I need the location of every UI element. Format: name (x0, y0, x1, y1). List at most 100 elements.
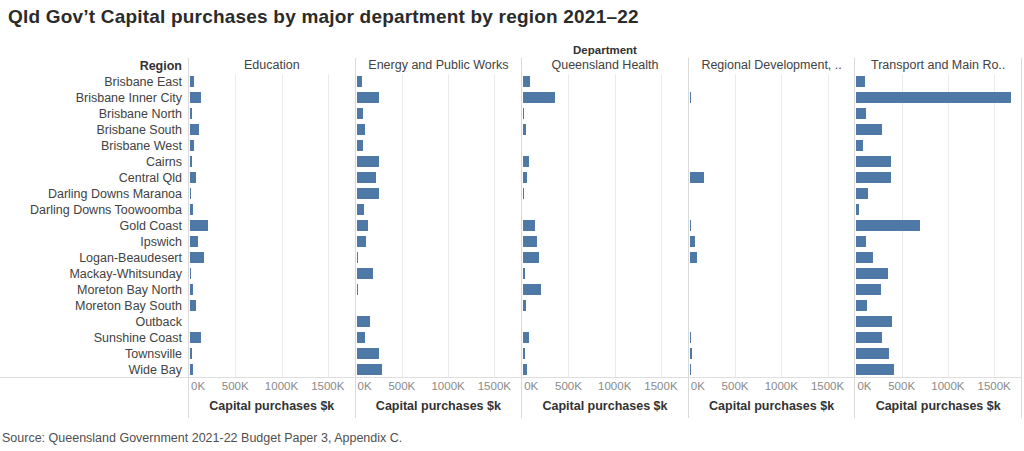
bar-transport-and-main-ro-brisbane-north[interactable] (856, 108, 866, 119)
bar-queensland-health-moreton-bay-north[interactable] (523, 284, 541, 295)
bar-education-ipswich[interactable] (190, 236, 198, 247)
bar-queensland-health-sunshine-coast[interactable] (523, 332, 529, 343)
panel-regional-development (688, 74, 855, 377)
region-label-brisbane-east: Brisbane East (0, 74, 188, 90)
bar-energy-and-public-works-brisbane-west[interactable] (357, 140, 364, 151)
bar-energy-and-public-works-townsville[interactable] (357, 348, 379, 359)
tick-label: 0K (191, 380, 205, 392)
bar-education-wide-bay[interactable] (190, 364, 193, 375)
region-label-logan-beaudesert: Logan-Beaudesert (0, 250, 188, 266)
bar-transport-and-main-ro-darling-downs-maranoa[interactable] (856, 188, 867, 199)
x-axis-label-energy-and-public-works: Capital purchases $k (355, 394, 522, 418)
bar-transport-and-main-ro-brisbane-south[interactable] (856, 124, 882, 135)
bar-transport-and-main-ro-cairns[interactable] (856, 156, 891, 167)
bar-regional-development-sunshine-coast[interactable] (690, 332, 691, 343)
bar-queensland-health-brisbane-east[interactable] (523, 76, 530, 87)
bar-energy-and-public-works-mackay-whitsunday[interactable] (357, 268, 374, 279)
region-label-brisbane-south: Brisbane South (0, 122, 188, 138)
bar-energy-and-public-works-outback[interactable] (357, 316, 371, 327)
bar-regional-development-ipswich[interactable] (690, 236, 695, 247)
bar-row-brisbane-south (855, 122, 1021, 138)
bar-transport-and-main-ro-mackay-whitsunday[interactable] (856, 268, 888, 279)
bar-row-central-qld (855, 170, 1021, 186)
bar-energy-and-public-works-central-qld[interactable] (357, 172, 376, 183)
bar-queensland-health-ipswich[interactable] (523, 236, 537, 247)
bar-regional-development-wide-bay[interactable] (690, 364, 692, 375)
bar-education-darling-downs-maranoa[interactable] (190, 188, 191, 199)
bar-row-moreton-bay-south (189, 298, 355, 314)
bar-row-darling-downs-toowoomba (189, 202, 355, 218)
bar-queensland-health-brisbane-south[interactable] (523, 124, 526, 135)
bar-education-townsville[interactable] (190, 348, 192, 359)
bar-energy-and-public-works-cairns[interactable] (357, 156, 379, 167)
bar-education-brisbane-inner-city[interactable] (190, 92, 201, 103)
bar-queensland-health-townsville[interactable] (523, 348, 525, 359)
bar-energy-and-public-works-ipswich[interactable] (357, 236, 366, 247)
bar-queensland-health-darling-downs-maranoa[interactable] (523, 188, 524, 199)
bar-row-cairns (356, 154, 522, 170)
bar-queensland-health-brisbane-inner-city[interactable] (523, 92, 555, 103)
plot-body: Brisbane EastBrisbane Inner CityBrisbane… (0, 74, 1022, 378)
bar-transport-and-main-ro-brisbane-inner-city[interactable] (856, 92, 1010, 103)
bar-transport-and-main-ro-gold-coast[interactable] (856, 220, 920, 231)
bar-education-brisbane-east[interactable] (190, 76, 194, 87)
bar-education-moreton-bay-south[interactable] (190, 300, 196, 311)
tick-label: 1000K (265, 380, 298, 392)
bar-queensland-health-brisbane-north[interactable] (523, 108, 524, 119)
bar-row-brisbane-east (189, 74, 355, 90)
bar-education-brisbane-north[interactable] (190, 108, 192, 119)
bar-education-cairns[interactable] (190, 156, 192, 167)
bar-queensland-health-cairns[interactable] (523, 156, 528, 167)
bar-queensland-health-central-qld[interactable] (523, 172, 527, 183)
bar-queensland-health-wide-bay[interactable] (523, 364, 527, 375)
bar-transport-and-main-ro-central-qld[interactable] (856, 172, 891, 183)
bar-regional-development-logan-beaudesert[interactable] (690, 252, 697, 263)
bar-education-brisbane-west[interactable] (190, 140, 194, 151)
bar-queensland-health-moreton-bay-south[interactable] (523, 300, 526, 311)
bar-transport-and-main-ro-brisbane-east[interactable] (856, 76, 864, 87)
bar-row-ipswich (522, 234, 688, 250)
bar-education-central-qld[interactable] (190, 172, 196, 183)
bar-row-moreton-bay-south (356, 298, 522, 314)
bar-queensland-health-gold-coast[interactable] (523, 220, 534, 231)
source-caption: Source: Queensland Government 2021-22 Bu… (2, 431, 402, 445)
bar-regional-development-brisbane-inner-city[interactable] (690, 92, 691, 103)
bar-education-darling-downs-toowoomba[interactable] (190, 204, 193, 215)
bar-energy-and-public-works-brisbane-south[interactable] (357, 124, 365, 135)
region-label-sunshine-coast: Sunshine Coast (0, 330, 188, 346)
bar-row-mackay-whitsunday (356, 266, 522, 282)
region-labels: Brisbane EastBrisbane Inner CityBrisbane… (0, 74, 188, 377)
bar-regional-development-central-qld[interactable] (690, 172, 704, 183)
bar-energy-and-public-works-darling-downs-maranoa[interactable] (357, 188, 380, 199)
bar-transport-and-main-ro-wide-bay[interactable] (856, 364, 894, 375)
bar-transport-and-main-ro-townsville[interactable] (856, 348, 889, 359)
bar-energy-and-public-works-darling-downs-toowoomba[interactable] (357, 204, 365, 215)
bar-transport-and-main-ro-darling-downs-toowoomba[interactable] (856, 204, 858, 215)
bar-education-sunshine-coast[interactable] (190, 332, 201, 343)
bar-row-moreton-bay-south (522, 298, 688, 314)
bar-energy-and-public-works-brisbane-east[interactable] (357, 76, 362, 87)
bar-transport-and-main-ro-sunshine-coast[interactable] (856, 332, 882, 343)
bar-queensland-health-logan-beaudesert[interactable] (523, 252, 538, 263)
bar-row-ipswich (855, 234, 1021, 250)
tick-label: 1500K (311, 380, 344, 392)
bar-energy-and-public-works-gold-coast[interactable] (357, 220, 368, 231)
bar-education-logan-beaudesert[interactable] (190, 252, 204, 263)
bar-transport-and-main-ro-outback[interactable] (856, 316, 892, 327)
bar-transport-and-main-ro-moreton-bay-south[interactable] (856, 300, 867, 311)
bar-transport-and-main-ro-brisbane-west[interactable] (856, 140, 863, 151)
bar-transport-and-main-ro-ipswich[interactable] (856, 236, 866, 247)
bar-energy-and-public-works-wide-bay[interactable] (357, 364, 382, 375)
bar-transport-and-main-ro-moreton-bay-north[interactable] (856, 284, 880, 295)
bar-energy-and-public-works-sunshine-coast[interactable] (357, 332, 365, 343)
bar-education-brisbane-south[interactable] (190, 124, 199, 135)
bar-education-gold-coast[interactable] (190, 220, 208, 231)
bar-education-moreton-bay-north[interactable] (190, 284, 193, 295)
panel-queensland-health (521, 74, 688, 377)
bar-education-mackay-whitsunday[interactable] (190, 268, 191, 279)
bar-regional-development-townsville[interactable] (690, 348, 692, 359)
bar-transport-and-main-ro-logan-beaudesert[interactable] (856, 252, 873, 263)
bar-queensland-health-mackay-whitsunday[interactable] (523, 268, 525, 279)
bar-energy-and-public-works-brisbane-north[interactable] (357, 108, 363, 119)
bar-energy-and-public-works-brisbane-inner-city[interactable] (357, 92, 379, 103)
